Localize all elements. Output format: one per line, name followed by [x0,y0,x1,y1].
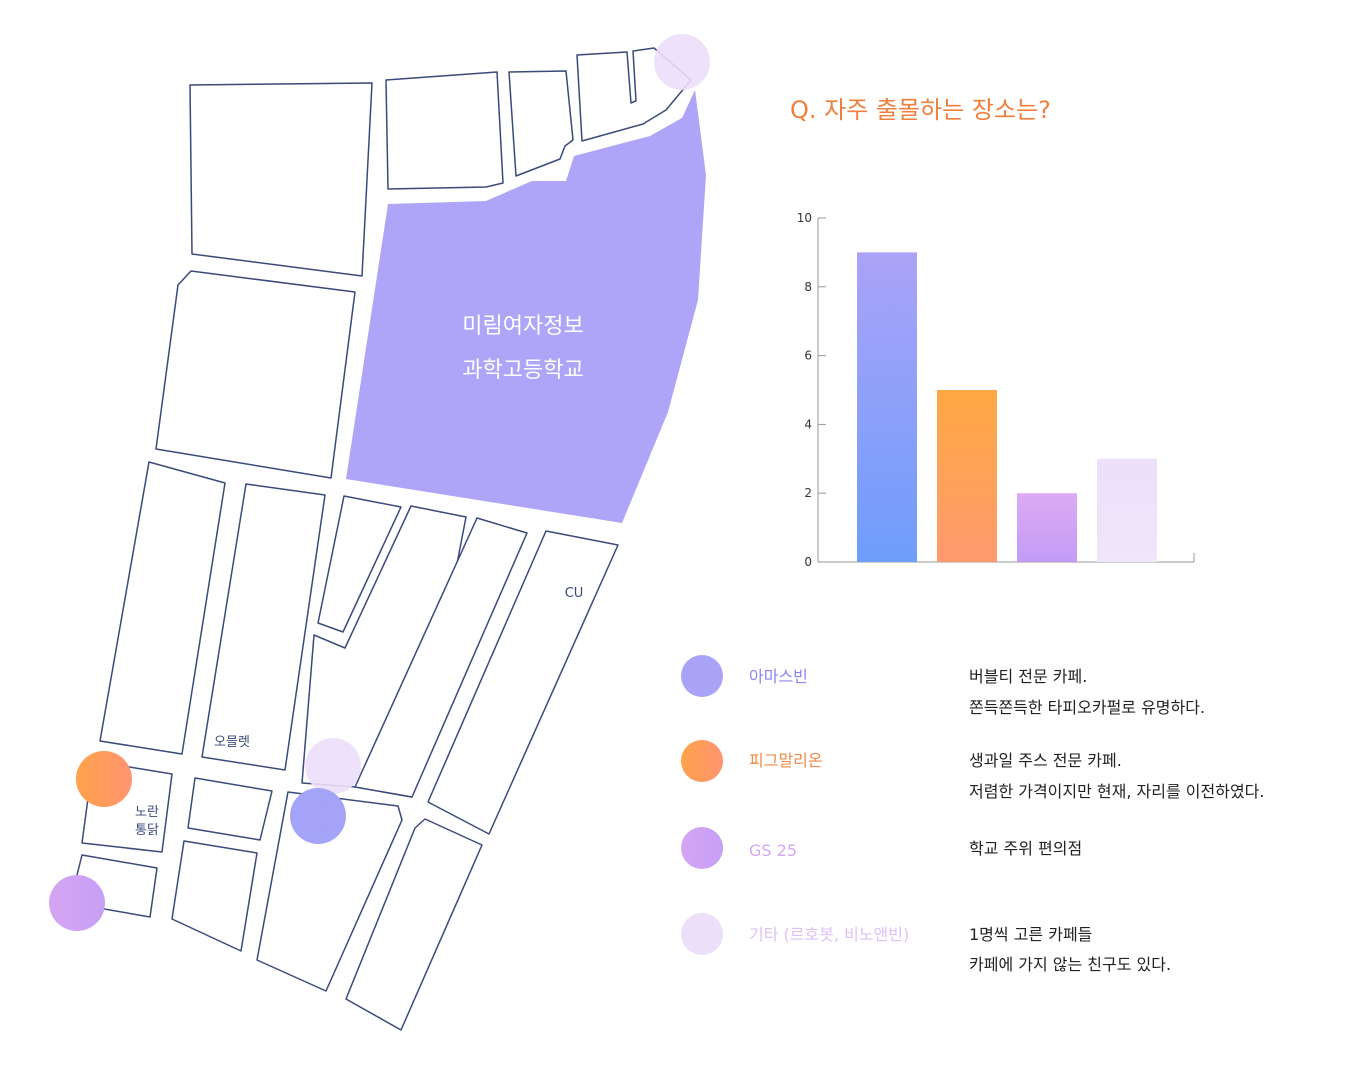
map-block [189,82,373,277]
legend-item-pigmallion: 피그말리온 생과일 주스 전문 카페. 저렴한 가격이지만 현재, 자리를 이전… [681,740,1264,801]
question-title: Q. 자주 출몰하는 장소는? [790,96,1051,124]
other-location-marker [654,34,710,90]
other-location-marker [305,738,361,794]
amasbin-name: 아마스빈 [749,667,808,686]
map-block [385,71,504,190]
pigmallion-desc-line2: 저렴한 가격이지만 현재, 자리를 이전하였다. [969,782,1264,801]
amasbin-location-marker [290,788,346,844]
y-axis-ticks: 0 2 4 6 8 10 [797,211,826,569]
y-tick-label: 2 [804,486,812,500]
map-block [155,270,356,479]
noran-tongdak-label-1: 노란 [135,805,159,820]
y-tick-label: 0 [804,555,812,569]
amasbin-desc-line1: 버블티 전문 카페. [969,667,1087,686]
gs25-bar [1017,493,1077,562]
map-block [427,530,619,835]
pigmallion-location-marker [76,751,132,807]
map-block [508,70,574,177]
gs25-name: GS 25 [749,841,797,860]
school-label-line1: 미림여자정보 [462,314,583,339]
y-tick-label: 10 [797,211,812,225]
map-block [345,818,483,1031]
school-area [346,90,706,523]
map-block [171,840,258,952]
school-label-line2: 과학고등학교 [462,358,583,383]
pigmallion-legend-dot [681,740,723,782]
pigmallion-bar [937,390,997,562]
visit-bar-chart: 0 2 4 6 8 10 [797,211,1195,569]
y-tick-label: 8 [804,280,812,294]
other-desc-line1: 1명씩 고른 카페들 [969,925,1092,944]
legend-item-amasbin: 아마스빈 버블티 전문 카페. 쫀득쫀득한 타피오카펄로 유명하다. [681,655,1205,717]
other-bar [1097,458,1157,562]
other-name: 기타 (르호봇, 비노앤빈) [749,925,909,944]
other-desc-line2: 카페에 가지 않는 친구도 있다. [969,955,1171,974]
gs25-legend-dot [681,827,723,869]
amasbin-legend-dot [681,655,723,697]
pigmallion-desc-line1: 생과일 주스 전문 카페. [969,751,1122,770]
map-block [187,777,273,841]
bars [857,252,1157,562]
map-block [201,483,326,771]
legend-item-gs25: GS 25 학교 주위 편의점 [681,827,1082,869]
campus-map: 미림여자정보 과학고등학교 CU 오믈렛 노란 통닭 [49,34,710,1031]
map-block [354,517,528,798]
legend-item-other: 기타 (르호봇, 비노앤빈) 1명씩 고른 카페들 카페에 가지 않는 친구도 … [681,913,1171,974]
noran-tongdak-label-2: 통닭 [135,823,159,838]
gs25-location-marker [49,875,105,931]
amasbin-bar [857,252,917,562]
amasbin-desc-line2: 쫀득쫀득한 타피오카펄로 유명하다. [969,698,1205,717]
pigmallion-name: 피그말리온 [749,751,823,770]
omelet-label: 오믈렛 [214,735,250,750]
gs25-desc-line1: 학교 주위 편의점 [969,839,1082,858]
map-block [99,461,226,755]
map-block [317,495,402,633]
other-legend-dot [681,913,723,955]
map-block [256,791,403,992]
y-tick-label: 6 [804,349,812,363]
legend: 아마스빈 버블티 전문 카페. 쫀득쫀득한 타피오카펄로 유명하다. 피그말리온… [681,655,1264,974]
cu-store-label: CU [565,586,584,601]
y-tick-label: 4 [804,417,812,431]
